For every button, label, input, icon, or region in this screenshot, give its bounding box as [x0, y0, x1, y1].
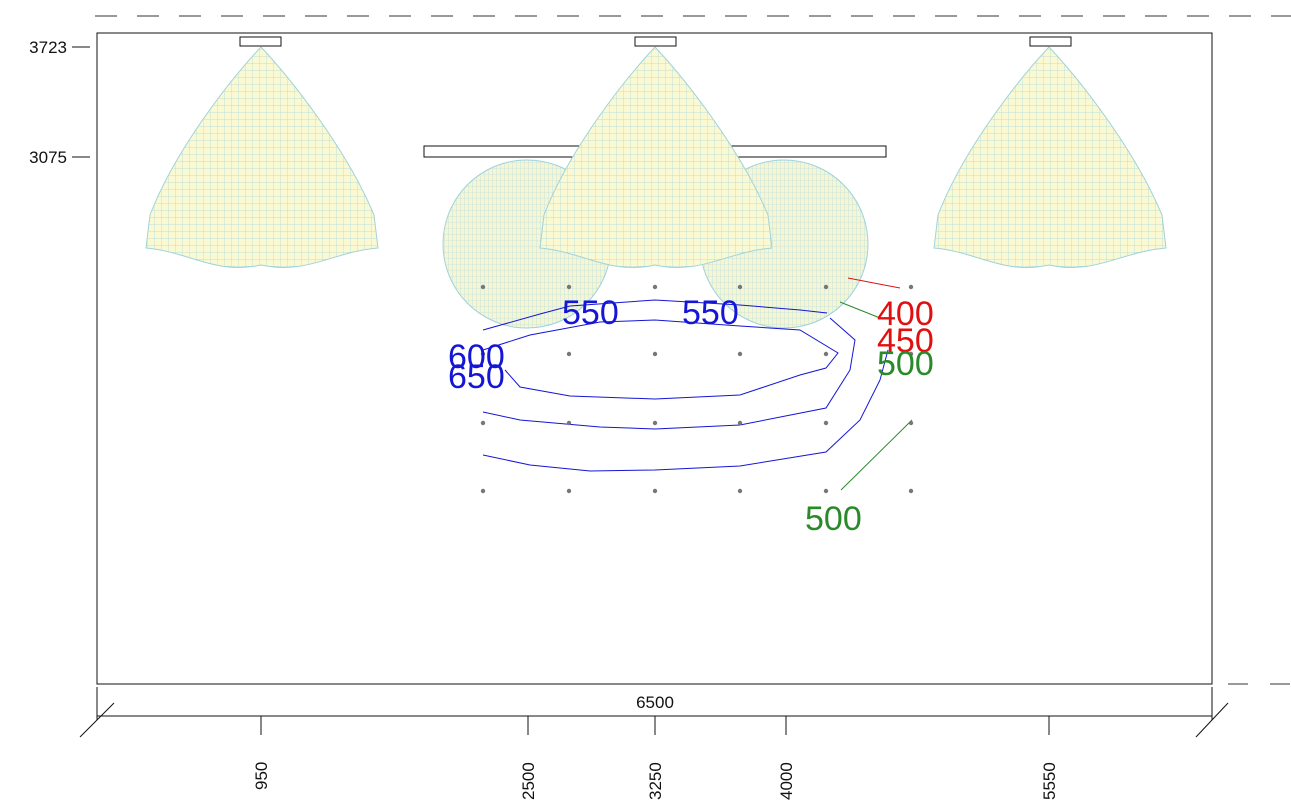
y-label-3723: 3723: [29, 38, 67, 57]
grid-point: [652, 420, 658, 426]
contour-label-500-lower: 500: [805, 500, 862, 538]
contour-line-400: [847, 277, 901, 289]
grid-point: [566, 351, 572, 357]
contour-lines: [482, 277, 913, 491]
x-label-4000: 4000: [777, 762, 796, 800]
grid-point: [823, 284, 829, 290]
contour-line-500: [840, 419, 913, 491]
bell-luminaire-left: [145, 36, 379, 268]
contour-label-450: 450: [877, 322, 934, 360]
x-label-950: 950: [252, 762, 271, 790]
grid-point: [908, 488, 914, 494]
y-label-3075: 3075: [29, 148, 67, 167]
grid-point: [823, 488, 829, 494]
grid-point: [566, 284, 572, 290]
contour-line-outer: [482, 349, 889, 472]
x-label-3250: 3250: [646, 762, 665, 800]
grid-point: [566, 488, 572, 494]
bell-luminaire-right: [933, 36, 1167, 268]
grid-point: [737, 488, 743, 494]
contour-line-550: [482, 299, 828, 331]
contour-label-550-right: 550: [682, 294, 739, 332]
contour-label-650: 650: [448, 358, 505, 396]
grid-point: [908, 351, 914, 357]
contour-label-500-upper: 500: [877, 345, 934, 383]
contour-line-650: [482, 317, 856, 430]
contour-label-600: 600: [448, 338, 505, 376]
overall-width-label: 6500: [636, 693, 674, 712]
grid-point: [566, 420, 572, 426]
bell-luminaire-center: [539, 36, 773, 268]
grid-point: [652, 351, 658, 357]
grid-point: [652, 284, 658, 290]
grid-point: [480, 420, 486, 426]
grid-point: [652, 488, 658, 494]
bottom-dimension: [79, 687, 1229, 738]
contour-label-400: 400: [877, 295, 934, 333]
grid-point: [737, 351, 743, 357]
grid-point: [480, 488, 486, 494]
x-label-5550: 5550: [1040, 762, 1059, 800]
calculation-grid: [480, 284, 914, 494]
contour-line-600: [482, 319, 839, 400]
grid-point: [908, 420, 914, 426]
grid-point: [908, 284, 914, 290]
grid-point: [737, 420, 743, 426]
grid-point: [823, 420, 829, 426]
contour-line-450: [839, 301, 881, 319]
grid-point: [823, 351, 829, 357]
grid-point: [480, 284, 486, 290]
x-label-2500: 2500: [519, 762, 538, 800]
room-frame: [96, 32, 1213, 685]
grid-point: [480, 351, 486, 357]
grid-point: [737, 284, 743, 290]
contour-label-550-left: 550: [562, 294, 619, 332]
